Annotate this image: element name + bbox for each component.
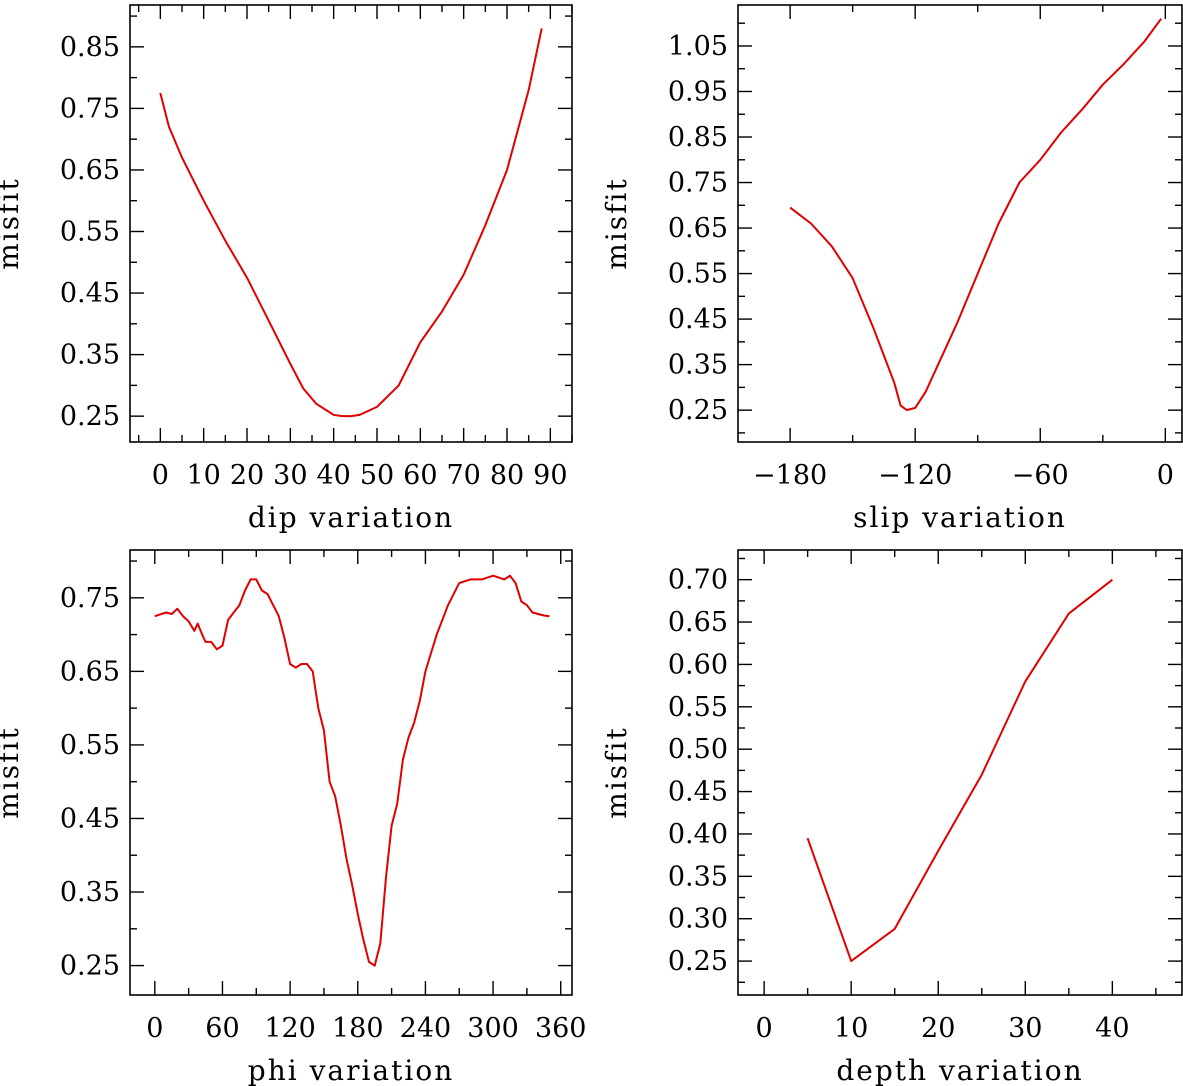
depth-x-tick-label: 0: [756, 1013, 773, 1044]
slip-x-tick-label: −120: [878, 460, 952, 491]
depth-x-tick-label: 40: [1095, 1013, 1129, 1044]
dip-y-tick-label: 0.85: [60, 32, 120, 63]
slip-y-tick-label: 0.75: [668, 168, 728, 199]
dip-x-tick-label: 20: [230, 460, 264, 491]
dip-x-tick-label: 40: [316, 460, 350, 491]
dip-x-tick-label: 90: [533, 460, 567, 491]
depth-y-tick-label: 0.40: [668, 819, 728, 850]
dip-y-tick-label: 0.65: [60, 155, 120, 186]
dip-y-tick-label: 0.45: [60, 278, 120, 309]
depth-y-tick-label: 0.45: [668, 777, 728, 808]
dip-x-axis-label: dip variation: [248, 501, 454, 534]
depth-y-tick-label: 0.30: [668, 904, 728, 935]
phi-y-tick-label: 0.55: [60, 730, 120, 761]
slip-y-tick-label: 0.95: [668, 76, 728, 107]
phi-x-tick-label: 180: [332, 1013, 384, 1044]
depth-y-tick-label: 0.65: [668, 607, 728, 638]
phi-x-axis-label: phi variation: [248, 1054, 454, 1086]
phi-y-tick-label: 0.65: [60, 656, 120, 687]
depth-y-tick-label: 0.25: [668, 946, 728, 977]
depth-plot-frame: [737, 549, 1183, 996]
dip-y-tick-label: 0.25: [60, 401, 120, 432]
dip-x-tick-label: 80: [490, 460, 524, 491]
slip-y-tick-label: 0.45: [668, 304, 728, 335]
phi-y-axis-label: misfit: [0, 726, 25, 818]
depth-y-tick-label: 0.60: [668, 649, 728, 680]
dip-y-tick-label: 0.55: [60, 217, 120, 248]
slip-y-tick-label: 1.05: [668, 31, 728, 62]
slip-y-tick-label: 0.25: [668, 395, 728, 426]
depth-y-axis-label: misfit: [600, 726, 633, 818]
slip-misfit-line: [789, 18, 1163, 412]
dip-x-tick-label: 70: [446, 460, 480, 491]
slip-x-axis-label: slip variation: [853, 501, 1067, 534]
dip-x-tick-label: 10: [186, 460, 220, 491]
panel-depth: 0 10 20 30 40 0.25 0.30 0.35 0.40 0.45 0.50 0.55 0.6…: [600, 549, 1183, 1086]
phi-y-tick-label: 0.25: [60, 951, 120, 982]
phi-x-tick-label: 360: [535, 1013, 587, 1044]
slip-x-tick-label: −180: [753, 460, 827, 491]
phi-plot-frame: [129, 549, 573, 996]
phi-misfit-line: [154, 574, 550, 967]
slip-y-tick-label: 0.55: [668, 259, 728, 290]
slip-y-tick-label: 0.65: [668, 213, 728, 244]
phi-y-tick-label: 0.35: [60, 877, 120, 908]
phi-x-tick-label: 240: [400, 1013, 452, 1044]
panel-dip: 0 10 20 30 40 50 60 70 80 90 0.25 0.35 0.45 0.55 0.65 0…: [0, 4, 573, 534]
slip-y-tick-label: 0.85: [668, 122, 728, 153]
depth-y-tick-label: 0.35: [668, 861, 728, 892]
panel-phi: 0 60 120 180 240 300 360 0.25 0.35 0.45 0.55 0.65 0.…: [0, 549, 587, 1086]
depth-x-tick-label: 10: [834, 1013, 868, 1044]
phi-x-tick-label: 60: [205, 1013, 239, 1044]
dip-x-tick-label: 60: [403, 460, 437, 491]
depth-y-tick-label: 0.50: [668, 734, 728, 765]
dip-y-axis-label: misfit: [0, 177, 25, 269]
slip-x-tick-label: −60: [1012, 460, 1069, 491]
slip-x-tick-label: 0: [1157, 460, 1174, 491]
dip-x-tick-label: 0: [152, 460, 169, 491]
slip-plot-frame: [737, 4, 1183, 443]
depth-x-tick-label: 20: [921, 1013, 955, 1044]
dip-x-tick-label: 50: [360, 460, 394, 491]
depth-x-axis-label: depth variation: [836, 1054, 1083, 1086]
phi-x-tick-label: 120: [264, 1013, 316, 1044]
phi-y-tick-label: 0.45: [60, 803, 120, 834]
dip-x-tick-label: 30: [273, 460, 307, 491]
dip-plot-frame: [129, 4, 573, 443]
dip-y-tick-label: 0.35: [60, 340, 120, 371]
phi-x-tick-label: 0: [146, 1013, 163, 1044]
slip-y-tick-label: 0.35: [668, 350, 728, 381]
phi-x-tick-label: 300: [467, 1013, 519, 1044]
depth-y-tick-label: 0.55: [668, 692, 728, 723]
dip-y-tick-label: 0.75: [60, 93, 120, 124]
slip-y-axis-label: misfit: [600, 177, 633, 269]
depth-misfit-line: [806, 578, 1114, 963]
dip-misfit-line: [159, 28, 543, 418]
depth-x-tick-label: 30: [1008, 1013, 1042, 1044]
phi-y-tick-label: 0.75: [60, 583, 120, 614]
panel-slip: −180 −120 −60 0 0.25 0.35 0.45 0.55 0.65 0.75 0.85…: [600, 4, 1183, 534]
depth-y-tick-label: 0.70: [668, 565, 728, 596]
